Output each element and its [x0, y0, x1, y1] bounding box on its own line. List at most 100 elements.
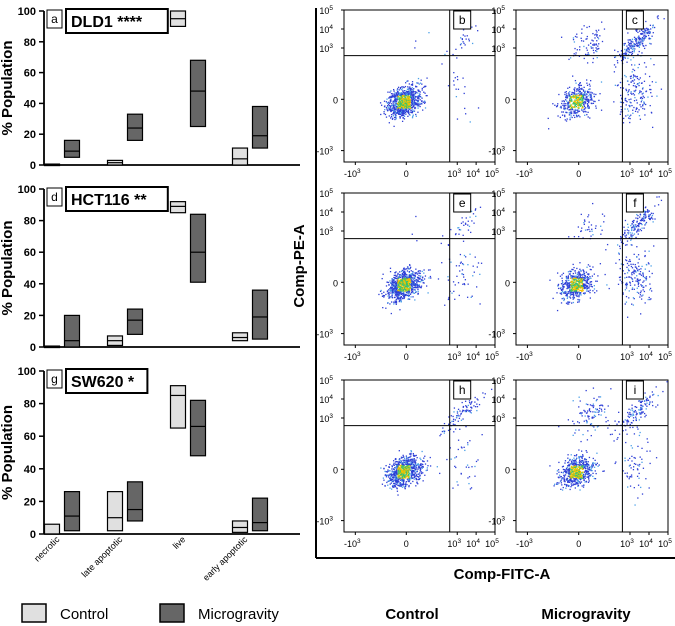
flow-event — [395, 457, 397, 460]
flow-event — [454, 298, 456, 300]
flow-event — [399, 282, 402, 285]
flow-event — [628, 43, 630, 45]
flow-event — [639, 216, 641, 218]
flow-event — [643, 101, 645, 103]
flow-event — [634, 277, 636, 279]
flow-event — [573, 466, 576, 469]
flow-event — [410, 476, 413, 478]
flow-event — [391, 285, 393, 287]
flow-event — [415, 459, 417, 461]
flow-event — [411, 89, 413, 91]
flow-event — [579, 286, 581, 288]
flow-event — [399, 107, 401, 109]
flow-x-tick-label: -103 — [344, 168, 361, 179]
flow-y-tick-label: 103 — [319, 413, 333, 424]
flow-event — [570, 486, 572, 488]
flow-event — [401, 282, 403, 284]
flow-event — [623, 226, 625, 228]
flow-event — [411, 94, 413, 96]
flow-event — [578, 270, 580, 273]
flow-event — [641, 223, 643, 226]
flow-event — [569, 112, 571, 115]
flow-event — [387, 106, 389, 108]
flow-event — [467, 229, 470, 231]
flow-event — [601, 40, 604, 43]
flow-event — [392, 480, 394, 483]
flow-event — [580, 230, 582, 233]
flow-event — [413, 110, 416, 112]
flow-event — [397, 466, 400, 468]
flow-event — [396, 469, 398, 472]
flow-event — [401, 476, 403, 479]
flow-event — [642, 95, 644, 97]
flow-event — [408, 98, 411, 100]
flow-event — [399, 103, 401, 105]
flow-event — [624, 231, 626, 234]
flow-event — [407, 277, 409, 279]
flow-event — [647, 215, 650, 218]
flow-event — [619, 101, 622, 103]
flow-event — [650, 298, 652, 300]
flow-event — [640, 268, 642, 270]
flow-event — [407, 469, 409, 472]
panel-letter: f — [633, 196, 637, 210]
flow-event — [625, 283, 627, 285]
flow-y-tick-exponent: 5 — [329, 188, 333, 195]
flow-event — [460, 261, 462, 263]
flow-event — [447, 276, 449, 278]
flow-event — [397, 285, 399, 288]
flow-event — [643, 213, 645, 215]
flow-event — [477, 399, 479, 401]
flow-event — [399, 291, 402, 294]
flow-event — [573, 92, 575, 94]
flow-event — [392, 107, 395, 109]
flow-event — [589, 42, 592, 44]
flow-event — [406, 472, 409, 474]
flow-event — [397, 295, 400, 297]
flow-event — [573, 297, 576, 299]
flow-event — [468, 400, 471, 402]
flow-event — [572, 263, 574, 266]
flow-event — [576, 88, 578, 90]
flow-event — [637, 66, 639, 69]
flow-event — [585, 285, 587, 288]
flow-event — [640, 106, 642, 108]
flow-event — [582, 103, 585, 105]
flow-event — [403, 291, 405, 293]
flow-event — [648, 75, 651, 78]
flow-event — [407, 80, 409, 82]
flow-event — [399, 300, 402, 302]
flow-event — [457, 282, 460, 284]
flow-event — [565, 120, 568, 122]
flow-event — [421, 270, 423, 273]
flow-event — [547, 117, 549, 120]
flow-event — [643, 96, 645, 99]
flow-event — [412, 100, 414, 102]
flow-event — [626, 45, 628, 47]
panel-title: HCT116 ** — [71, 192, 147, 209]
flow-event — [630, 47, 632, 50]
flow-event — [395, 470, 397, 473]
flow-event — [402, 462, 404, 464]
flow-event — [392, 288, 395, 290]
flow-event — [388, 297, 391, 299]
flow-event — [647, 211, 649, 213]
flow-event — [447, 429, 450, 432]
flow-event — [393, 485, 395, 487]
flow-event — [594, 478, 597, 480]
flow-event — [564, 99, 567, 101]
flow-event — [595, 280, 597, 282]
flow-event — [397, 101, 400, 104]
flow-event — [415, 286, 417, 288]
flow-event — [579, 105, 582, 107]
flow-event — [386, 291, 389, 293]
flow-event — [466, 35, 468, 37]
flow-event — [475, 208, 477, 210]
flow-event — [567, 285, 570, 287]
flow-event — [589, 283, 591, 285]
flow-event — [458, 229, 461, 231]
flow-event — [401, 272, 403, 275]
flow-event — [572, 293, 574, 296]
flow-event — [394, 112, 396, 114]
